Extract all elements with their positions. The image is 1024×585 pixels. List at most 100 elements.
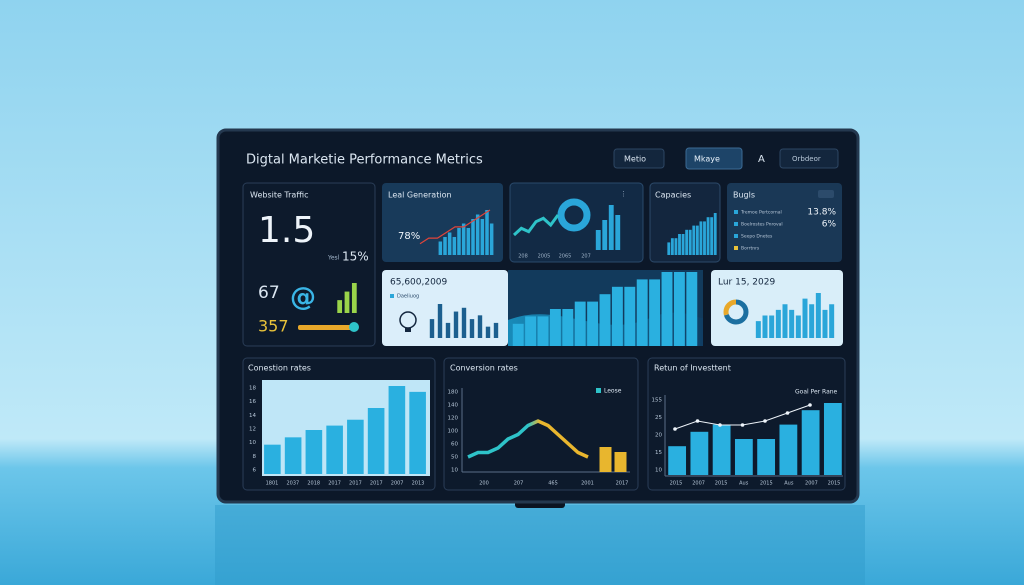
bar	[734, 439, 753, 475]
dropdown[interactable]	[685, 147, 743, 170]
axis-label: 2015	[760, 481, 773, 487]
dropdown[interactable]	[779, 148, 839, 169]
panel	[649, 182, 721, 263]
y-tick-label: 6	[253, 468, 257, 474]
panel-title: Lur 15, 2029	[718, 278, 775, 288]
bar	[755, 321, 761, 338]
point	[785, 411, 790, 415]
bar	[367, 408, 385, 474]
bar	[802, 298, 808, 338]
axis-label: 2065	[559, 254, 572, 260]
axis-label: Aus	[784, 481, 794, 487]
bar	[344, 291, 350, 313]
metric-value: 78%	[398, 231, 420, 242]
panel-title: Website Traffic	[250, 191, 308, 200]
at-icon: @	[290, 283, 316, 313]
y-tick-label: 180	[448, 390, 459, 396]
axis-label: 2018	[307, 481, 320, 487]
metric-total: 357	[258, 317, 289, 336]
bar	[699, 221, 703, 255]
bar	[599, 294, 611, 346]
axis-label: 2015	[670, 481, 683, 487]
bar	[461, 223, 466, 255]
bar	[815, 293, 821, 338]
bar	[599, 447, 612, 472]
bar	[678, 234, 681, 255]
bar	[690, 431, 709, 475]
bar	[549, 309, 561, 346]
axis-label: 2001	[581, 481, 594, 487]
slider[interactable]	[298, 325, 354, 330]
bar	[757, 439, 776, 475]
bar	[469, 319, 475, 338]
panel-title: Conversion rates	[450, 364, 518, 373]
bar	[471, 219, 475, 255]
axis-label: 465	[548, 481, 558, 487]
bar	[762, 315, 768, 338]
dropdown-label: Orbdeor	[792, 155, 821, 163]
bar	[636, 279, 648, 346]
bar	[475, 214, 480, 255]
bar	[493, 322, 499, 338]
bar	[351, 283, 357, 313]
bar	[466, 228, 471, 255]
point	[808, 403, 812, 407]
y-tick-label: 155	[652, 398, 663, 404]
bar	[388, 386, 406, 474]
axis-label: 207	[581, 254, 591, 260]
legend-label: Daeliuog	[397, 294, 419, 300]
bar	[264, 444, 281, 474]
legend-swatch	[596, 388, 601, 393]
legend-swatch	[734, 246, 738, 250]
y-tick-label: 140	[448, 403, 459, 409]
line	[467, 419, 589, 459]
axis-label: 2017	[328, 481, 341, 487]
panel-title: Retun of Investtent	[654, 364, 731, 373]
bar	[537, 316, 549, 346]
bar	[429, 319, 435, 338]
bar	[801, 410, 820, 475]
dropdown[interactable]	[613, 148, 665, 169]
point	[673, 427, 677, 431]
dashboard-title: Digtal Marketie Performance Metrics	[246, 153, 483, 168]
bar	[713, 213, 717, 255]
row-label: Seepo Dnetes	[741, 234, 773, 240]
bar	[452, 237, 457, 255]
bar	[305, 430, 323, 474]
bar	[692, 225, 696, 255]
bar	[686, 272, 698, 346]
bar	[457, 228, 461, 255]
line	[512, 214, 560, 237]
point	[718, 423, 722, 427]
dropdown-label: Metio	[624, 155, 646, 164]
row-label: Borrtnrs	[741, 246, 760, 252]
panel	[727, 183, 842, 262]
y-tick-label: 120	[448, 416, 459, 422]
bar	[703, 221, 706, 255]
bar	[608, 205, 614, 250]
row-value: 6%	[822, 220, 837, 230]
bar	[525, 316, 537, 346]
y-tick-label: 16	[249, 399, 256, 405]
bar	[480, 219, 485, 255]
y-tick-label: 10	[451, 468, 458, 474]
button-label[interactable]: A	[758, 154, 765, 165]
legend-label: Goal Per Rane	[795, 389, 838, 396]
line	[419, 209, 491, 245]
row-label: Boelrostes Pnroval	[741, 222, 783, 228]
axis-label: 208	[518, 254, 528, 260]
donut-icon	[557, 198, 591, 232]
point	[763, 419, 767, 423]
panel-title: 65,600,2009	[390, 278, 448, 288]
menu-icon[interactable]: ⋮	[620, 190, 627, 198]
bar	[710, 217, 714, 255]
bar	[587, 301, 599, 346]
axis-label: 2007	[805, 481, 818, 487]
panel-title: Capacies	[655, 191, 691, 200]
bar	[673, 272, 685, 346]
bar	[670, 238, 674, 255]
legend-swatch	[734, 222, 738, 226]
row-label: Tremoe Pertcornal	[740, 210, 782, 216]
y-tick-label: 20	[655, 433, 662, 439]
slider-knob[interactable]	[349, 322, 359, 332]
